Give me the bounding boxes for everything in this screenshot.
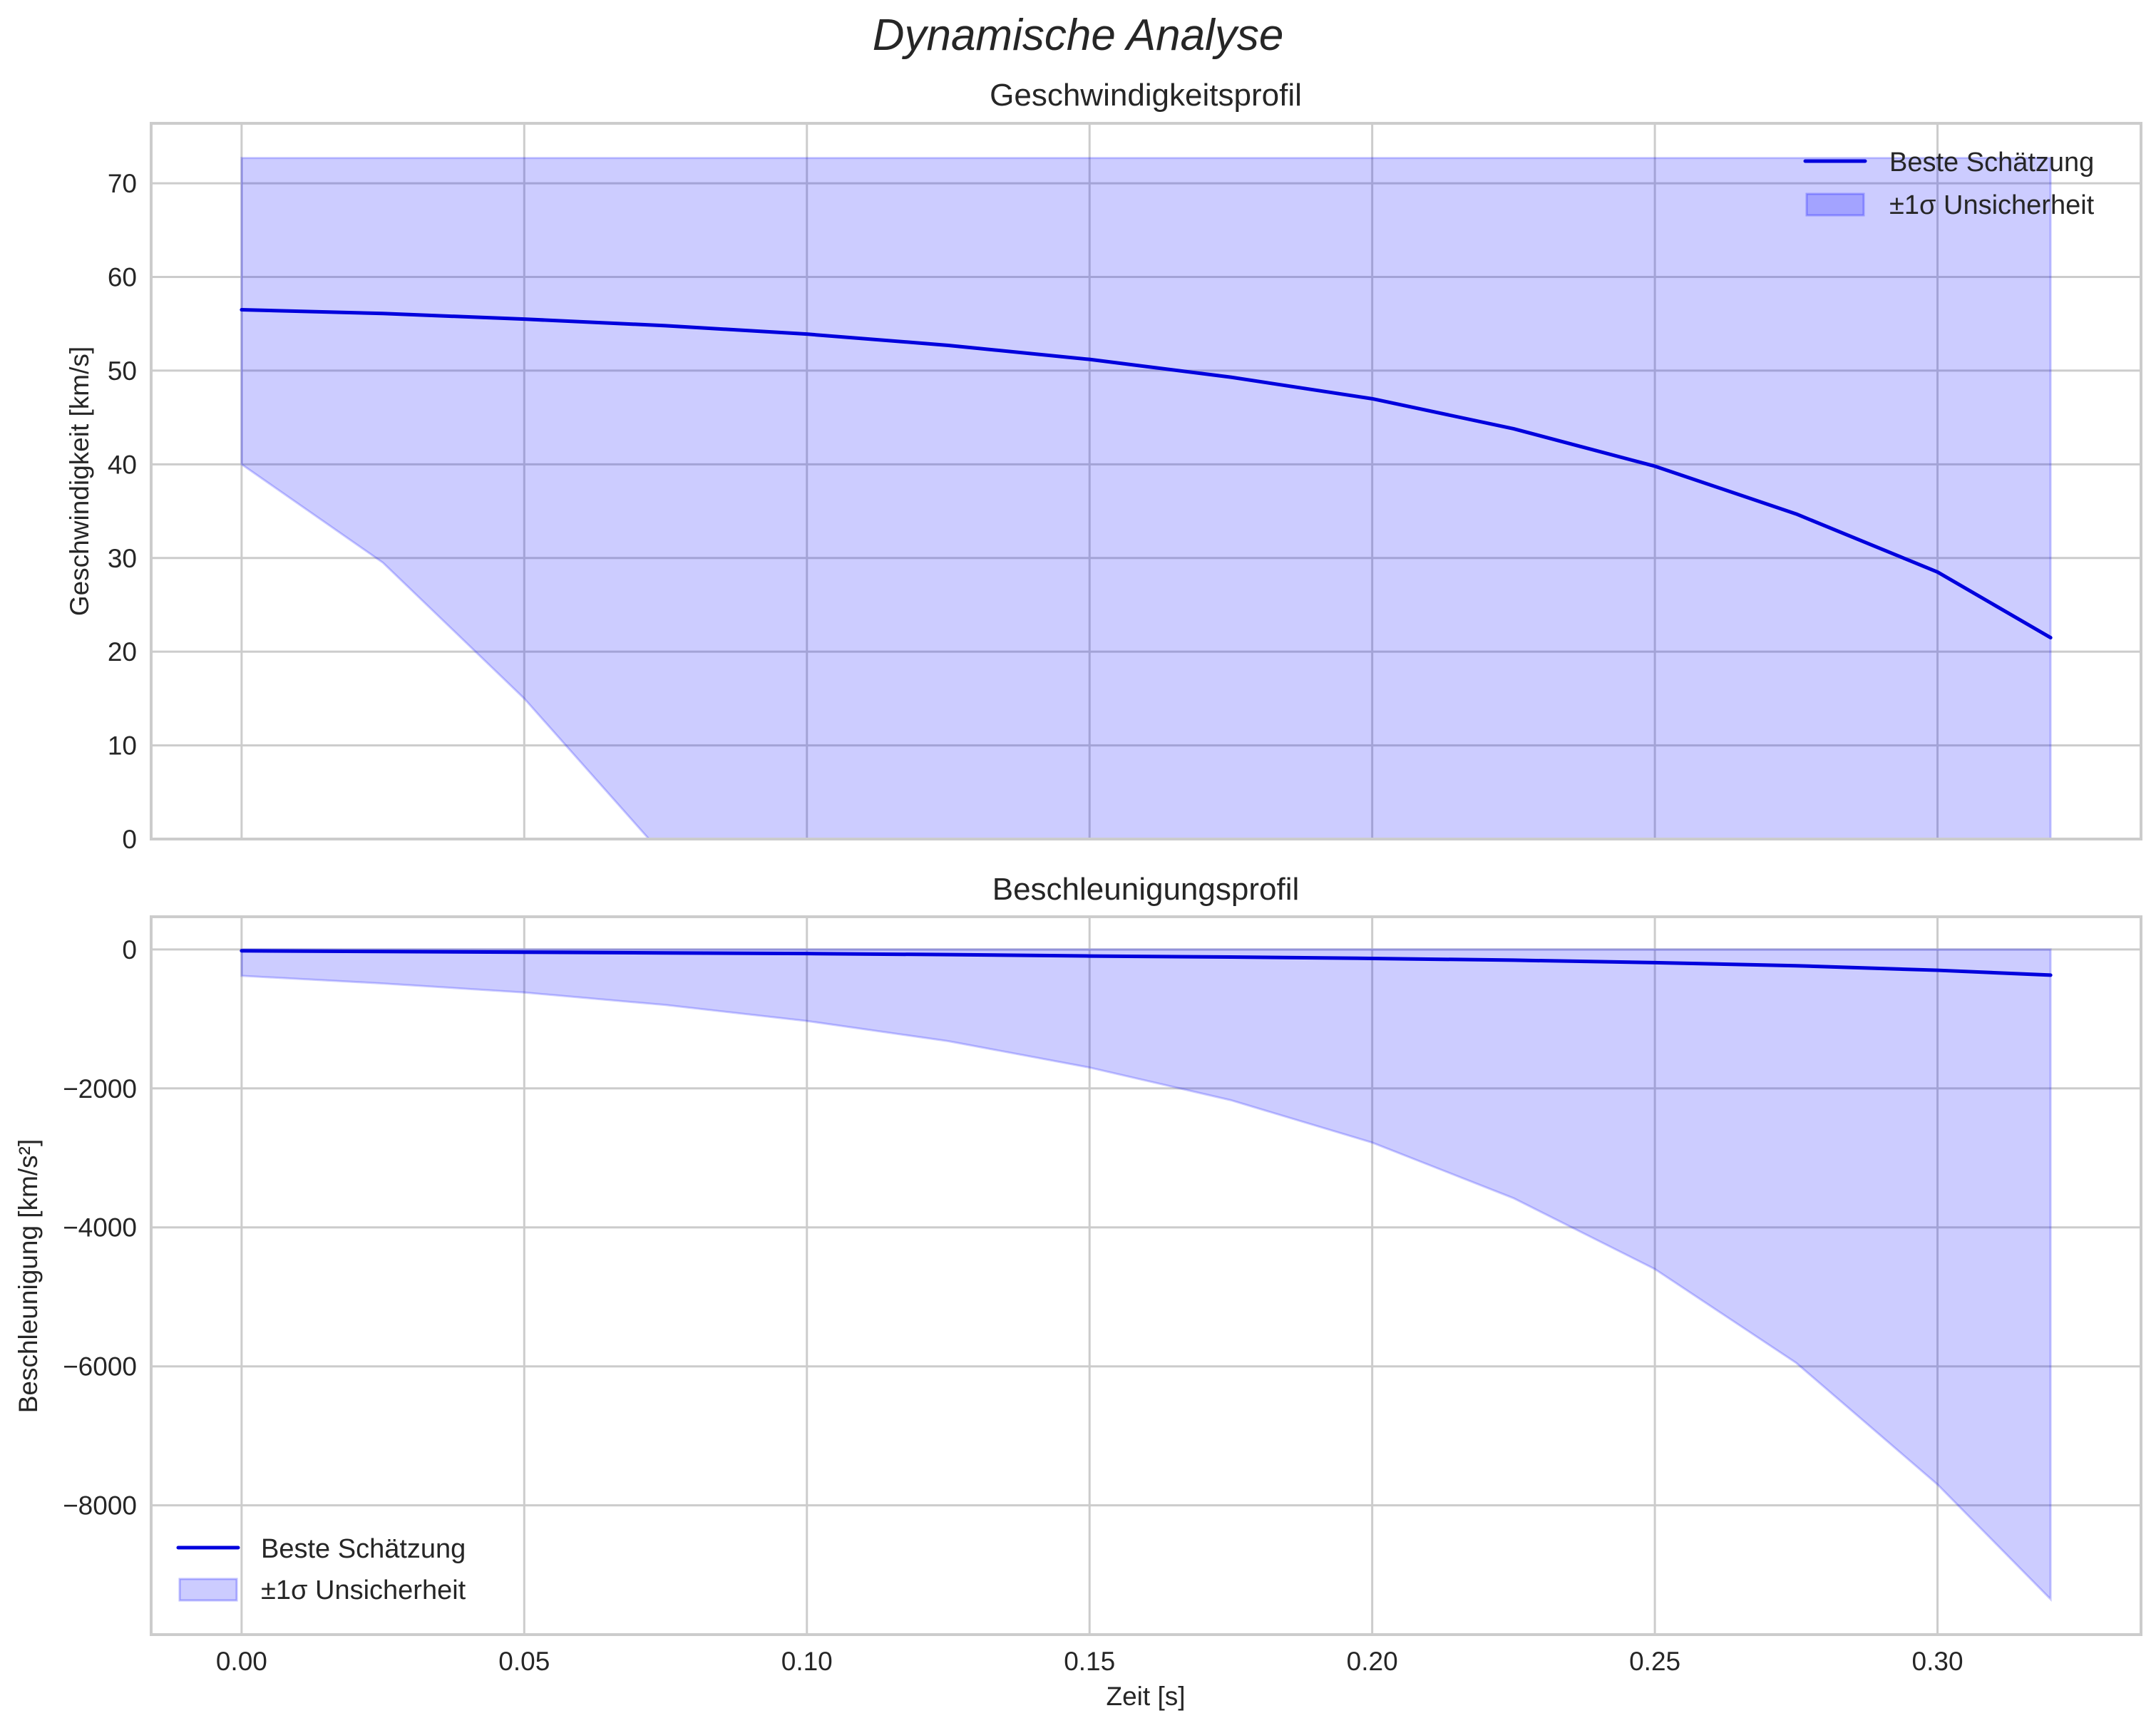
velocity-y-axis-label: Geschwindigkeit [km/s] [65,346,94,616]
legend-band-swatch [178,1578,238,1602]
velocity-y-tick-labels: 0 10 20 30 40 50 60 70 [108,169,137,854]
legend-band-swatch [1805,192,1865,217]
axes-border [150,915,2142,1636]
legend-label-uncertainty: ±1σ Unsicherheit [261,1575,466,1605]
best-estimate-polyline [240,949,2053,977]
acceleration-y-tick-labels: 0 −2000 −4000 −6000 −8000 [63,935,137,1521]
x-tick-label: 0.20 [1347,1647,1398,1676]
velocity-axes: Geschwindigkeitsprofil 0 10 20 30 40 50 60 70 G… [65,78,2142,854]
axes-border [150,122,2142,840]
velocity-axes-title: Geschwindigkeitsprofil [990,78,1302,113]
velocity-axes-frame [150,122,2142,840]
y-tick-label: 0 [122,935,137,965]
acceleration-y-axis-label: Beschleunigung [km/s²] [14,1139,43,1414]
legend-label-best-estimate: Beste Schätzung [1889,148,2094,178]
legend-label-uncertainty: ±1σ Unsicherheit [1889,190,2095,220]
x-axis-label: Zeit [s] [1106,1682,1185,1711]
y-tick-label: 30 [108,544,137,573]
y-tick-label: 70 [108,169,137,198]
x-tick-label: 0.10 [781,1647,833,1676]
uncertainty-band-area [240,948,2052,1602]
y-tick-label: 50 [108,356,137,386]
acceleration-uncertainty-band [240,948,2052,1602]
legend-label-best-estimate: Beste Schätzung [261,1534,466,1564]
figure-suptitle: Dynamische Analyse [873,11,1284,60]
acceleration-axes-frame [150,915,2142,1636]
acceleration-axes: Beschleunigungsprofil 0 −2000 −4000 −6000 −8… [14,872,2142,1711]
acceleration-x-tick-labels: 0.00 0.05 0.10 0.15 0.20 0.25 0.30 [216,1647,1963,1676]
y-tick-label: 40 [108,450,137,479]
acceleration-best-estimate-line [240,949,2053,977]
y-tick-label: 0 [122,825,137,854]
x-tick-label: 0.25 [1629,1647,1680,1676]
y-tick-label: −2000 [63,1074,137,1104]
y-tick-label: 20 [108,637,137,667]
acceleration-grid [151,917,2141,1635]
velocity-legend: Beste Schätzung ±1σ Unsicherheit [1803,148,2095,220]
x-tick-label: 0.00 [216,1647,267,1676]
acceleration-axes-title: Beschleunigungsprofil [992,872,1300,907]
y-tick-label: −6000 [63,1352,137,1382]
best-estimate-polyline [240,308,2053,639]
y-tick-label: 10 [108,731,137,761]
y-tick-label: −8000 [63,1491,137,1521]
x-tick-label: 0.05 [498,1647,550,1676]
y-tick-label: 60 [108,263,137,292]
velocity-uncertainty-band [240,157,2052,839]
uncertainty-band-area [240,157,2052,839]
acceleration-legend: Beste Schätzung ±1σ Unsicherheit [176,1534,466,1605]
velocity-best-estimate-line [240,308,2053,639]
y-tick-label: −4000 [63,1213,137,1243]
x-tick-label: 0.15 [1064,1647,1115,1676]
x-tick-label: 0.30 [1912,1647,1963,1676]
